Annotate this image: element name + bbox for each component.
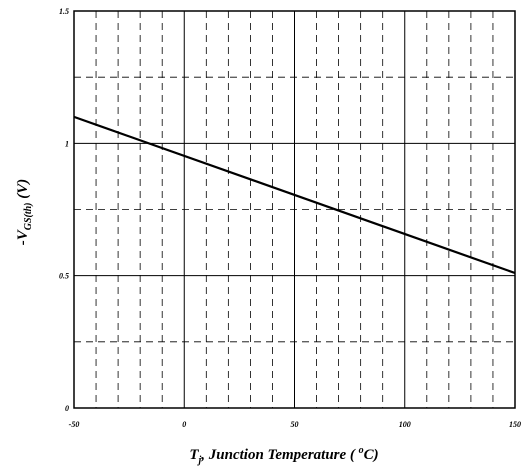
y-tick-label: 0.5 bbox=[59, 272, 69, 281]
x-tick-label: -50 bbox=[69, 420, 80, 429]
y-axis-label: -VGS(th) (V) bbox=[15, 179, 34, 246]
x-axis-label-unit: C) bbox=[364, 447, 379, 463]
grid bbox=[74, 11, 515, 408]
x-axis-label: Tj, Junction Temperature ( oC) bbox=[189, 445, 378, 466]
y-axis-label-unit: (V) bbox=[15, 179, 31, 199]
y-tick-label: 0 bbox=[65, 404, 69, 413]
y-axis-label-subscript: GS(th) bbox=[23, 202, 34, 230]
x-axis-label-superscript: o bbox=[359, 445, 364, 456]
x-tick-label: 50 bbox=[291, 420, 299, 429]
plot-frame bbox=[73, 10, 516, 409]
x-axis-label-symbol: T bbox=[189, 447, 199, 463]
y-axis-label-prefix: - bbox=[15, 240, 31, 245]
series-line-1 bbox=[73, 115, 516, 275]
y-tick-label: 1 bbox=[65, 139, 69, 148]
y-tick-label: 1.5 bbox=[59, 7, 69, 16]
x-axis-label-text: , Junction Temperature ( bbox=[200, 447, 356, 463]
y-axis-label-symbol: V bbox=[15, 228, 31, 240]
x-tick-label: 0 bbox=[182, 420, 186, 429]
series-layer bbox=[73, 115, 516, 275]
x-tick-label: 150 bbox=[509, 420, 521, 429]
x-tick-label: 100 bbox=[399, 420, 411, 429]
x-axis-label-subscript: j bbox=[197, 455, 202, 466]
